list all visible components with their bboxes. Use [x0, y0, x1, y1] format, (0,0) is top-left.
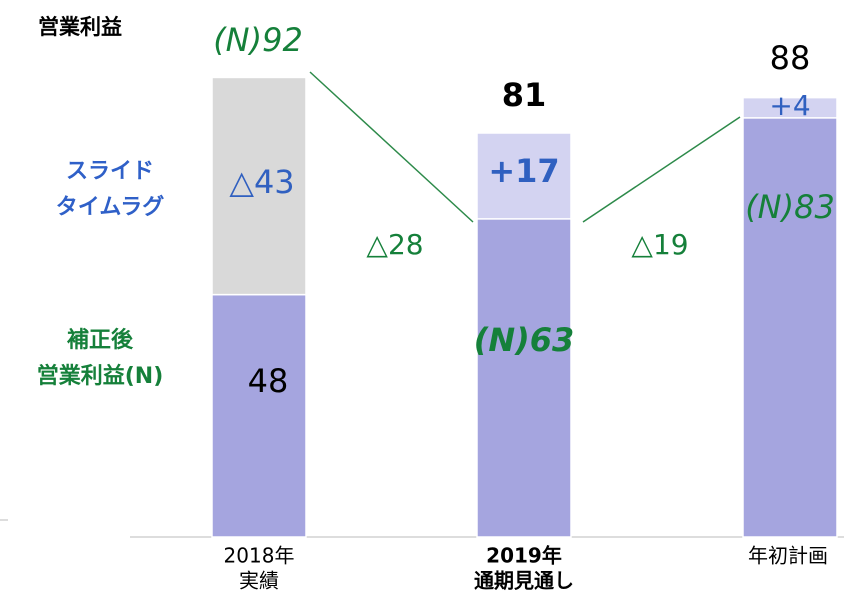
bar-segment — [211, 293, 307, 538]
total-label: (N)92 — [213, 21, 303, 59]
value-label: +17 — [488, 152, 559, 190]
series-label: スライド — [66, 159, 154, 184]
value-label: △43 — [229, 163, 294, 201]
change-label: △28 — [366, 228, 423, 261]
series-label: 補正後 — [66, 327, 134, 353]
total-label: 88 — [770, 39, 811, 77]
total-label: 81 — [502, 76, 547, 114]
value-label: +4 — [769, 89, 810, 122]
series-label: 営業利益(N) — [37, 363, 164, 389]
x-tick-label: 2018年 — [224, 544, 295, 568]
change-label: △19 — [631, 228, 688, 261]
x-tick-label: 2019年 — [486, 544, 562, 568]
bar-segment — [742, 117, 838, 538]
connector — [309, 71, 474, 223]
value-label: 48 — [248, 362, 289, 400]
value-label: (N)83 — [745, 188, 835, 226]
bar-segment — [476, 132, 572, 220]
bar-segment — [476, 218, 572, 538]
bar-segment — [211, 76, 307, 296]
chart-title: 営業利益 — [38, 15, 122, 39]
series-label: タイムラグ — [56, 194, 164, 220]
connector — [582, 116, 741, 223]
bar-segment — [742, 96, 838, 119]
x-tick-label: 実績 — [239, 569, 279, 593]
x-tick-label: 年初計画 — [748, 544, 828, 568]
x-tick-label: 通期見通し — [474, 569, 574, 593]
value-label: (N)63 — [474, 321, 575, 359]
